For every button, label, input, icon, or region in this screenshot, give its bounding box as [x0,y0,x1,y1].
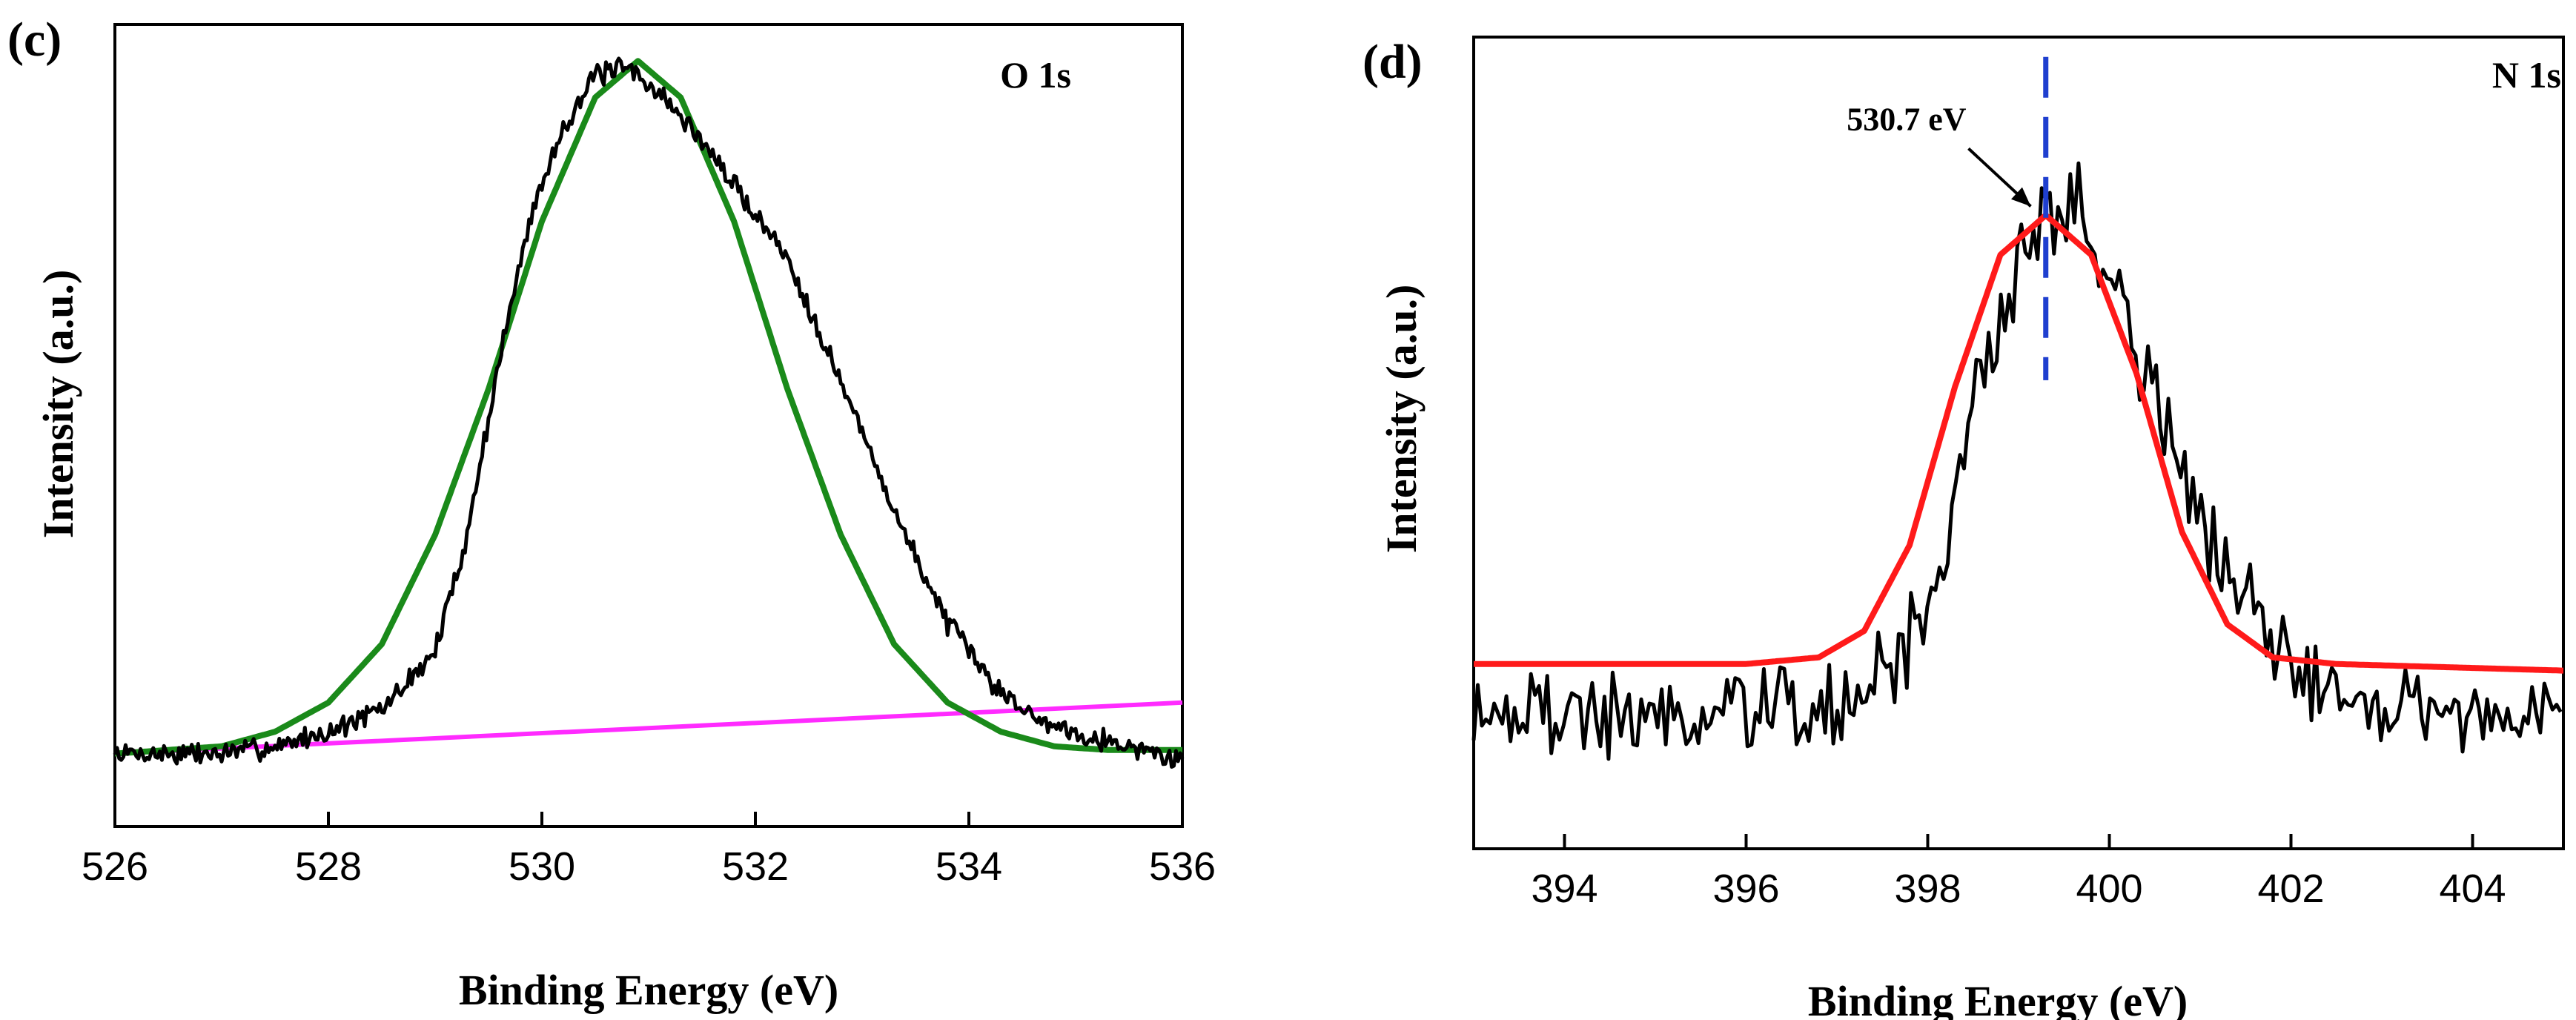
peak-annotation-label: 530.7 eV [1847,101,1967,137]
panel-c-element-label: O 1s [1000,54,1071,96]
panel-c: (c) O 1s Binding Energy (eV) Intensity (… [7,13,1216,1014]
panel-d-x-axis-title: Binding Energy (eV) [1808,977,2188,1020]
panel-c-series-fitted-peak [113,58,1184,757]
panel-c-x-tick-label: 534 [936,844,1002,889]
panel-d-plot-frame [1472,36,2565,850]
panel-d-y-axis-title: Intensity (a.u.) [1377,285,1426,554]
panel-d-x-tick-label: 404 [2439,867,2506,911]
peak-annotation-arrowhead [2010,187,2031,207]
panel-d-x-tick-label: 400 [2076,867,2142,911]
panel-d: (d) N 1s Binding Energy (eV) Intensity (… [1363,35,2565,1020]
panel-c-y-axis-title: Intensity (a.u.) [34,270,82,539]
panel-c-x-tick-label: 526 [82,844,148,889]
panel-c-x-tick-label: 528 [295,844,362,889]
panel-c-plot-frame [113,23,1184,828]
panel-c-x-tick-label: 536 [1149,844,1216,889]
panel-d-series-fitted-peak [1472,212,2565,674]
panel-c-x-tick-label: 532 [722,844,789,889]
panel-d-element-label: N 1s [2492,54,2561,96]
panel-d-series-raw-data [1471,161,2563,761]
panel-d-x-tick-label: 396 [1712,867,1779,911]
panel-c-x-tick-label: 530 [509,844,575,889]
panel-c-label: (c) [7,13,62,67]
panel-d-x-tick-label: 402 [2257,867,2324,911]
panel-d-x-tick-label: 398 [1894,867,1961,911]
panel-d-x-tick-label: 394 [1531,867,1597,911]
panel-c-x-axis-title: Binding Energy (eV) [459,966,838,1014]
panel-d-label: (d) [1363,35,1423,89]
panel-c-series-raw-data [113,56,1185,769]
